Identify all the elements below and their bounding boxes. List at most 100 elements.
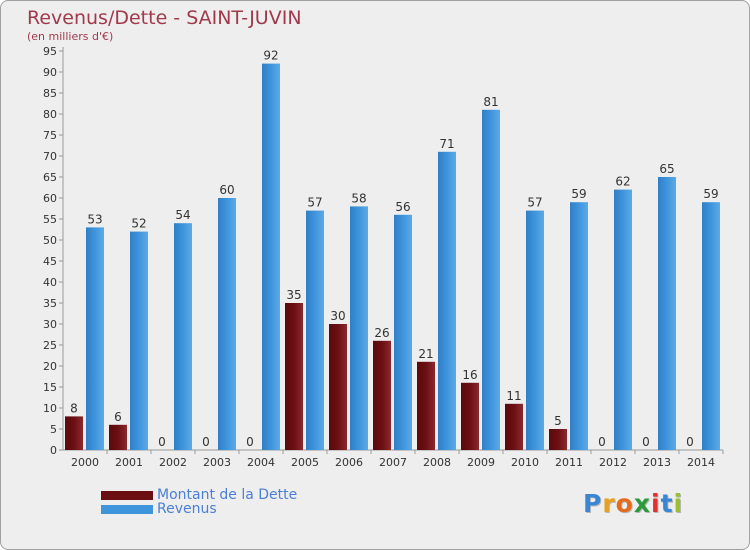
x-tick-label: 2001: [115, 456, 143, 469]
y-tick-label: 45: [43, 255, 57, 268]
revenus-bar: [306, 210, 324, 450]
proxiti-logo: Proxiti: [583, 489, 683, 518]
y-tick-label: 20: [43, 360, 57, 373]
x-tick-label: 2013: [643, 456, 671, 469]
legend-label-revenus: Revenus: [157, 501, 217, 517]
data-label: 5: [554, 414, 562, 428]
data-label: 57: [307, 196, 322, 210]
data-label: 92: [263, 49, 278, 63]
data-label: 54: [175, 208, 190, 222]
dette-bar: [285, 303, 303, 450]
data-label: 8: [70, 401, 78, 415]
x-tick-label: 2008: [423, 456, 451, 469]
data-label: 16: [462, 368, 477, 382]
data-label: 71: [439, 137, 454, 151]
revenus-bar: [526, 210, 544, 450]
data-label: 53: [87, 212, 102, 226]
data-label: 60: [219, 183, 234, 197]
data-label: 57: [527, 196, 542, 210]
data-label: 52: [131, 217, 146, 231]
data-label: 56: [395, 200, 410, 214]
data-label: 58: [351, 191, 366, 205]
data-label: 0: [642, 435, 650, 449]
y-tick-label: 95: [43, 45, 57, 58]
y-tick-label: 25: [43, 339, 57, 352]
revenus-bar: [658, 177, 676, 450]
data-label: 59: [703, 187, 718, 201]
x-tick-label: 2012: [599, 456, 627, 469]
data-label: 21: [418, 347, 433, 361]
legend-item-dette: Montant de la Dette: [101, 487, 297, 503]
y-tick-label: 35: [43, 297, 57, 310]
logo-letter: P: [583, 489, 603, 518]
revenus-bar: [702, 202, 720, 450]
y-tick-label: 70: [43, 150, 57, 163]
y-tick-label: 30: [43, 318, 57, 331]
y-tick-label: 60: [43, 192, 57, 205]
legend-swatch-revenus: [101, 504, 153, 514]
x-tick-label: 2010: [511, 456, 539, 469]
legend-item-revenus: Revenus: [101, 501, 217, 517]
data-label: 0: [158, 435, 166, 449]
logo-letter: x: [633, 489, 651, 518]
data-label: 35: [286, 288, 301, 302]
chart-subtitle: (en milliers d'€): [27, 30, 114, 43]
revenus-bar: [350, 206, 368, 450]
logo-letter: t: [660, 489, 674, 518]
x-tick-label: 2003: [203, 456, 231, 469]
legend-swatch-dette: [101, 490, 153, 500]
dette-bar: [373, 340, 391, 450]
revenus-bar: [130, 231, 148, 450]
y-tick-label: 10: [43, 402, 57, 415]
legend-label-dette: Montant de la Dette: [157, 487, 298, 503]
y-tick-label: 0: [50, 444, 57, 457]
revenus-bar: [174, 223, 192, 450]
revenus-bar: [614, 189, 632, 450]
x-tick-label: 2002: [159, 456, 187, 469]
data-label: 11: [506, 389, 521, 403]
data-label: 0: [202, 435, 210, 449]
revenus-bar: [438, 151, 456, 451]
y-tick-label: 65: [43, 171, 57, 184]
data-label: 0: [686, 435, 694, 449]
logo-letter: r: [602, 489, 616, 518]
y-tick-label: 75: [43, 129, 57, 142]
data-label: 65: [659, 162, 674, 176]
revenus-bar: [570, 202, 588, 450]
x-tick-label: 2005: [291, 456, 319, 469]
dette-bar: [549, 429, 567, 450]
y-tick-label: 90: [43, 66, 57, 79]
data-label: 30: [330, 309, 345, 323]
revenus-bar: [218, 198, 236, 450]
dette-bar: [109, 424, 127, 450]
y-tick-label: 85: [43, 87, 57, 100]
revenus-bar: [86, 227, 104, 450]
dette-bar: [505, 403, 523, 450]
data-label: 59: [571, 187, 586, 201]
logo-letter: i: [651, 489, 661, 518]
y-tick-label: 5: [50, 423, 57, 436]
x-tick-label: 2007: [379, 456, 407, 469]
x-tick-label: 2004: [247, 456, 275, 469]
x-tick-label: 2000: [71, 456, 99, 469]
data-label: 0: [246, 435, 254, 449]
data-label: 6: [114, 410, 122, 424]
data-label: 26: [374, 326, 389, 340]
dette-bar: [461, 382, 479, 450]
revenus-bar: [262, 63, 280, 450]
data-label: 62: [615, 175, 630, 189]
x-tick-label: 2014: [687, 456, 715, 469]
data-label: 81: [483, 95, 498, 109]
x-tick-label: 2009: [467, 456, 495, 469]
chart-title: Revenus/Dette - SAINT-JUVIN: [27, 7, 302, 29]
dette-bar: [329, 324, 347, 450]
x-tick-label: 2006: [335, 456, 363, 469]
logo-letter: i: [673, 489, 684, 518]
y-tick-label: 55: [43, 213, 57, 226]
y-tick-label: 80: [43, 108, 57, 121]
y-tick-label: 15: [43, 381, 57, 394]
dette-bar: [65, 416, 83, 450]
revenus-bar: [482, 109, 500, 451]
